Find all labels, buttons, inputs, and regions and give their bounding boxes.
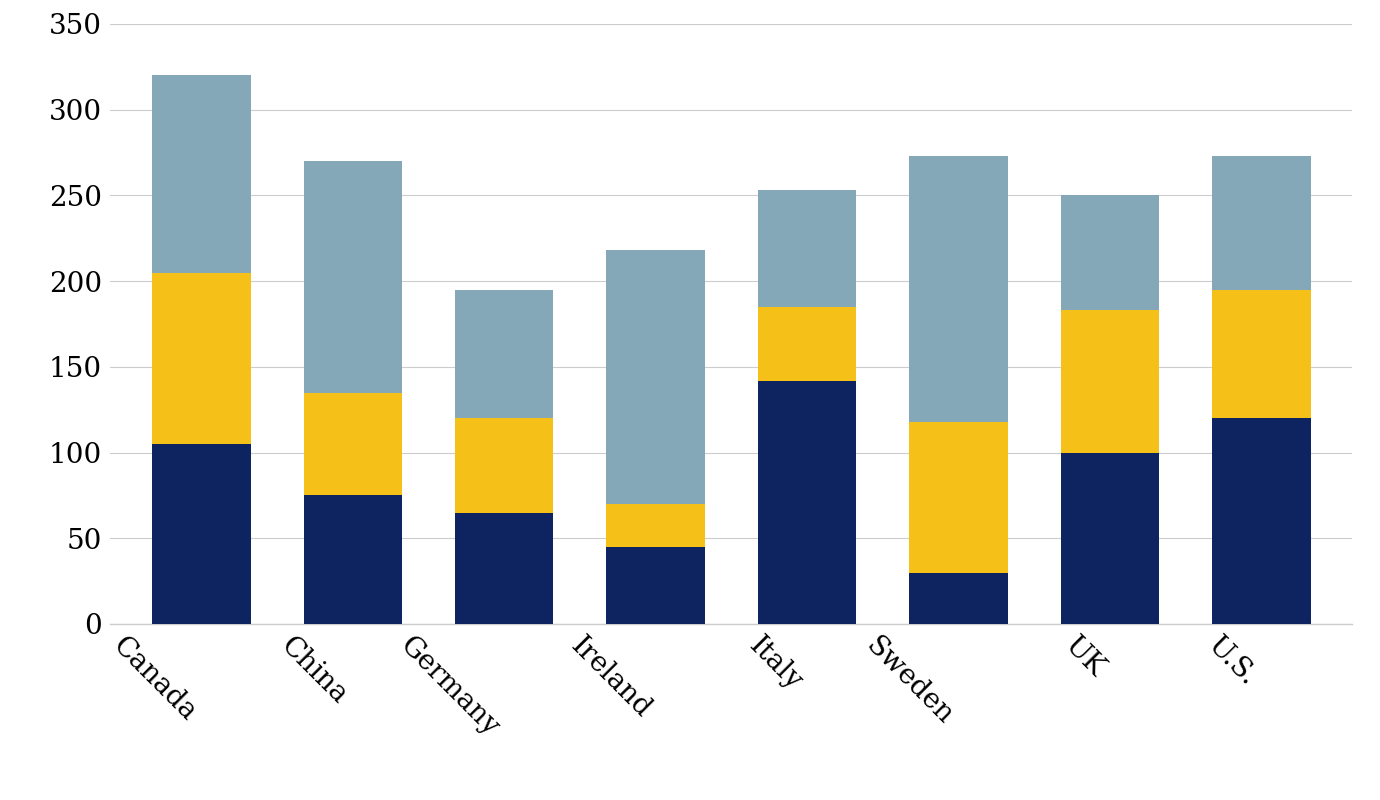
Bar [1212, 418, 1311, 624]
Bar [455, 513, 553, 624]
Bar [909, 156, 1007, 422]
Bar [1212, 290, 1311, 418]
Bar [1061, 453, 1159, 624]
Bar [758, 190, 857, 307]
Bar [152, 75, 251, 273]
Bar [1212, 156, 1311, 290]
Bar [455, 418, 553, 513]
Bar [606, 547, 705, 624]
Bar [758, 381, 857, 624]
Bar [1061, 195, 1159, 310]
Bar [606, 250, 705, 504]
Bar [152, 444, 251, 624]
Bar [1061, 310, 1159, 453]
Bar [909, 573, 1007, 624]
Bar [758, 307, 857, 381]
Bar [152, 273, 251, 444]
Bar [455, 290, 553, 418]
Bar [304, 495, 402, 624]
Bar [909, 422, 1007, 573]
Bar [606, 504, 705, 547]
Bar [304, 161, 402, 393]
Bar [304, 393, 402, 495]
